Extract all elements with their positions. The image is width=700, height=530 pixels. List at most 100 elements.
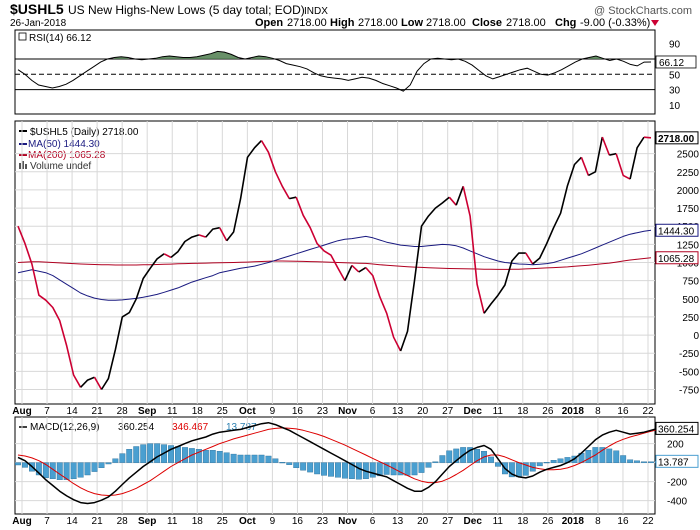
rsi-legend-swatch — [18, 32, 27, 41]
macd-histogram-bar — [321, 462, 327, 476]
rsi-overbought-fill — [589, 56, 603, 60]
macd-histogram-bar — [112, 458, 119, 463]
rsi-panel — [14, 29, 656, 115]
macd-histogram-bar — [77, 462, 84, 478]
price-tick-label: 0 — [693, 331, 699, 342]
macd-histogram-bar — [418, 462, 425, 473]
price-tick-label: 2500 — [677, 150, 700, 161]
macd-line — [17, 421, 659, 505]
macd-panel — [14, 416, 656, 515]
down-arrow-icon — [651, 20, 659, 26]
macd-x-tick-label: 22 — [642, 516, 654, 527]
macd-x-tick-label: 21 — [92, 516, 104, 527]
macd-histogram-bar — [91, 462, 98, 472]
close-value: 2718.00 — [506, 17, 546, 29]
macd-histogram-bar — [35, 462, 42, 476]
ma200-legend-label: MA(200) 1065.28 — [28, 150, 106, 161]
macd-histogram-bar — [355, 462, 362, 480]
macd-histogram-bar — [432, 461, 439, 463]
price-tick-label: 750 — [682, 277, 699, 288]
macd-x-tick-label: Oct — [239, 516, 256, 527]
price-line-segment — [17, 225, 82, 388]
price-x-tick-label: 26 — [542, 406, 554, 417]
macd-histogram-bar — [599, 447, 606, 463]
macd-histogram-bar — [522, 462, 529, 476]
price-line-segment — [358, 266, 367, 273]
price-x-tick-label: Sep — [138, 406, 156, 417]
price-tick-label: 250 — [682, 313, 699, 324]
price-line-segment — [198, 234, 207, 238]
open-value: 2718.00 — [287, 17, 327, 29]
price-tag-text: 2718.00 — [658, 134, 695, 145]
macd-histogram-bar — [279, 462, 286, 464]
price-tick-label: 1750 — [677, 204, 700, 215]
price-x-tick-label: 25 — [217, 406, 229, 417]
macd-histogram-bar — [404, 462, 411, 476]
price-line-segment — [260, 140, 290, 199]
close-label: Close — [472, 17, 502, 29]
price-tick-label: -750 — [679, 385, 699, 396]
macd-histogram-bar — [307, 462, 314, 473]
macd-x-tick-label: Nov — [338, 516, 357, 527]
rsi-tag-box — [655, 55, 697, 69]
price-x-tick-label: 27 — [442, 406, 454, 417]
price-line-segment — [365, 267, 402, 352]
rsi-tick-label: 90 — [669, 40, 681, 51]
price-x-tick-label: 23 — [317, 406, 329, 417]
macd-histogram-bar — [133, 446, 140, 463]
price-x-tick-label: Oct — [239, 406, 256, 417]
macd-histogram-bar — [348, 462, 355, 480]
price-value-tag: 1065.28 — [655, 251, 699, 265]
macd-histogram-bar — [202, 450, 209, 463]
rsi-value-tag: 66.12 — [655, 55, 697, 69]
price-tag-text: 1065.28 — [658, 254, 695, 265]
low-value: 2718.00 — [426, 17, 466, 29]
price-value-tag: 2718.00 — [655, 131, 699, 145]
price-tick-label: 2000 — [677, 186, 700, 197]
price-x-tick-label: 16 — [292, 406, 304, 417]
macd-histogram-bar — [369, 462, 376, 478]
price-x-tick-label: Dec — [464, 406, 483, 417]
price-x-tick-label: 22 — [642, 406, 654, 417]
macd-x-tick-label: 18 — [192, 516, 204, 527]
chart-date: 26-Jan-2018 — [10, 18, 67, 29]
price-tag-text: 1444.30 — [658, 226, 695, 237]
price-x-tick-label: 14 — [67, 406, 79, 417]
rsi-tick-label: 50 — [669, 70, 681, 81]
macd-tag-text: 360.254 — [658, 424, 695, 435]
macd-histogram-bar — [557, 458, 564, 463]
macd-x-tick-label: 8 — [595, 516, 601, 527]
macd-tick-label: -200 — [667, 478, 687, 489]
price-x-tick-label: 13 — [392, 406, 404, 417]
price-line-segment — [226, 140, 263, 242]
macd-histogram-bar — [286, 462, 293, 465]
macd-x-tick-label: Dec — [464, 516, 483, 527]
price-line-segment — [100, 253, 165, 390]
macd-histogram-bar — [272, 458, 279, 463]
price-line-segment — [609, 152, 617, 156]
rsi-legend-label: RSI(14) 66.12 — [29, 33, 92, 44]
macd-histogram-bar — [453, 448, 460, 463]
price-line-segment — [532, 156, 582, 265]
macd-legend: MACD(12,26,9) 360.254 346.467 13.787 — [19, 422, 257, 433]
price-x-tick-label: 16 — [617, 406, 629, 417]
macd-value-tag: 13.787 — [655, 454, 699, 468]
macd-histogram-bar — [251, 454, 258, 463]
price-line-segment — [615, 153, 631, 180]
price-line-segment — [643, 136, 652, 139]
macd-x-tick-label: 7 — [44, 516, 50, 527]
volume-legend-label: Volume undef — [30, 161, 91, 172]
price-line-segment — [218, 227, 228, 242]
price-line-segment — [289, 196, 297, 200]
macd-x-tick-label: 6 — [370, 516, 376, 527]
price-x-tick-label: 11 — [167, 406, 178, 417]
price-line-segment — [205, 226, 220, 238]
macd-x-tick-label: 20 — [417, 516, 429, 527]
price-line-segment — [399, 196, 450, 352]
price-line-segment — [344, 265, 353, 281]
macd-x-tick-label: 16 — [292, 516, 304, 527]
macd-x-tick-label: 11 — [167, 516, 178, 527]
macd-histogram-bar — [328, 462, 334, 477]
chg-label: Chg — [555, 17, 576, 29]
